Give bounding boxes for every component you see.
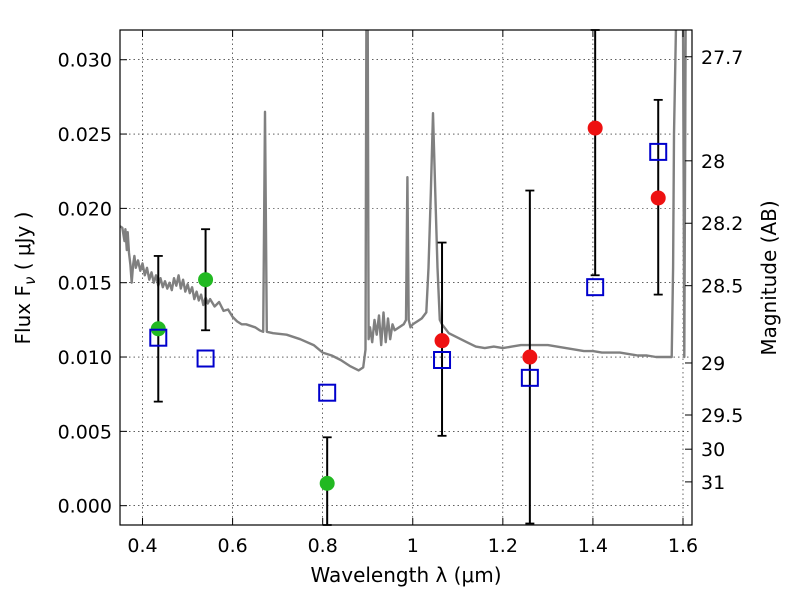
model-spectrum (120, 30, 687, 372)
x-tick-label: 1.2 (488, 535, 518, 557)
red-detections-point (587, 120, 603, 136)
y2-tick-label: 28 (701, 151, 725, 173)
green-detections-point (198, 272, 214, 288)
x-axis-title: Wavelength λ (μm) (310, 563, 501, 587)
y-tick-label: 0.025 (58, 124, 112, 146)
model-photometry-point (520, 368, 539, 387)
y-tick-label: 0.010 (58, 347, 112, 369)
y-axis-title-sub: ν (21, 277, 39, 285)
y2-tick-label: 29 (701, 353, 725, 375)
spectrum-line (120, 30, 687, 372)
model-photometry-point (196, 349, 215, 368)
y2-tick-label: 30 (701, 439, 725, 461)
axes: 0.4 0.6 0.8 1 1.2 1.4 1.6 0.000 0.005 0.010 0.015 0… (58, 29, 743, 557)
x-tick-label: 0.4 (127, 535, 157, 557)
x-tick-label: 0.8 (308, 535, 338, 557)
model-photometry-point (649, 142, 668, 161)
y-tick-label: 0.015 (58, 273, 112, 295)
y-tick-label: 0.005 (58, 421, 112, 443)
y-axis-title-main: Flux F (11, 285, 35, 344)
red-detections-point (434, 333, 450, 349)
x-tick-label: 1 (407, 535, 419, 557)
y2-tick-label: 29.5 (701, 405, 743, 427)
y-tick-label: 0.020 (58, 198, 112, 220)
model-photometry-point (149, 328, 168, 347)
y-tick-label: 0.000 (58, 496, 112, 518)
y2-tick-label: 28.2 (701, 213, 743, 235)
model-photometry-point (586, 278, 605, 297)
y2-axis-title: Magnitude (AB) (757, 200, 781, 355)
y2-tick-label: 31 (701, 472, 725, 494)
y2-tick-label: 27.7 (701, 47, 743, 69)
data-markers (149, 120, 668, 491)
y-axis-title: Flux Fν ( μJy ) (11, 212, 39, 345)
y-axis-title-unit: ( μJy ) (11, 212, 35, 277)
x-tick-label: 1.4 (578, 535, 608, 557)
red-detections-point (522, 349, 538, 365)
x-tick-label: 0.6 (217, 535, 247, 557)
model-photometry-point (318, 383, 337, 402)
y-tick-label: 0.030 (58, 50, 112, 72)
x-tick-label: 1.6 (668, 535, 698, 557)
model-photometry-point (433, 351, 452, 369)
red-detections-point (650, 190, 666, 206)
y2-tick-label: 28.5 (701, 276, 743, 298)
green-detections-point (319, 475, 335, 491)
plot-frame (119, 29, 693, 526)
